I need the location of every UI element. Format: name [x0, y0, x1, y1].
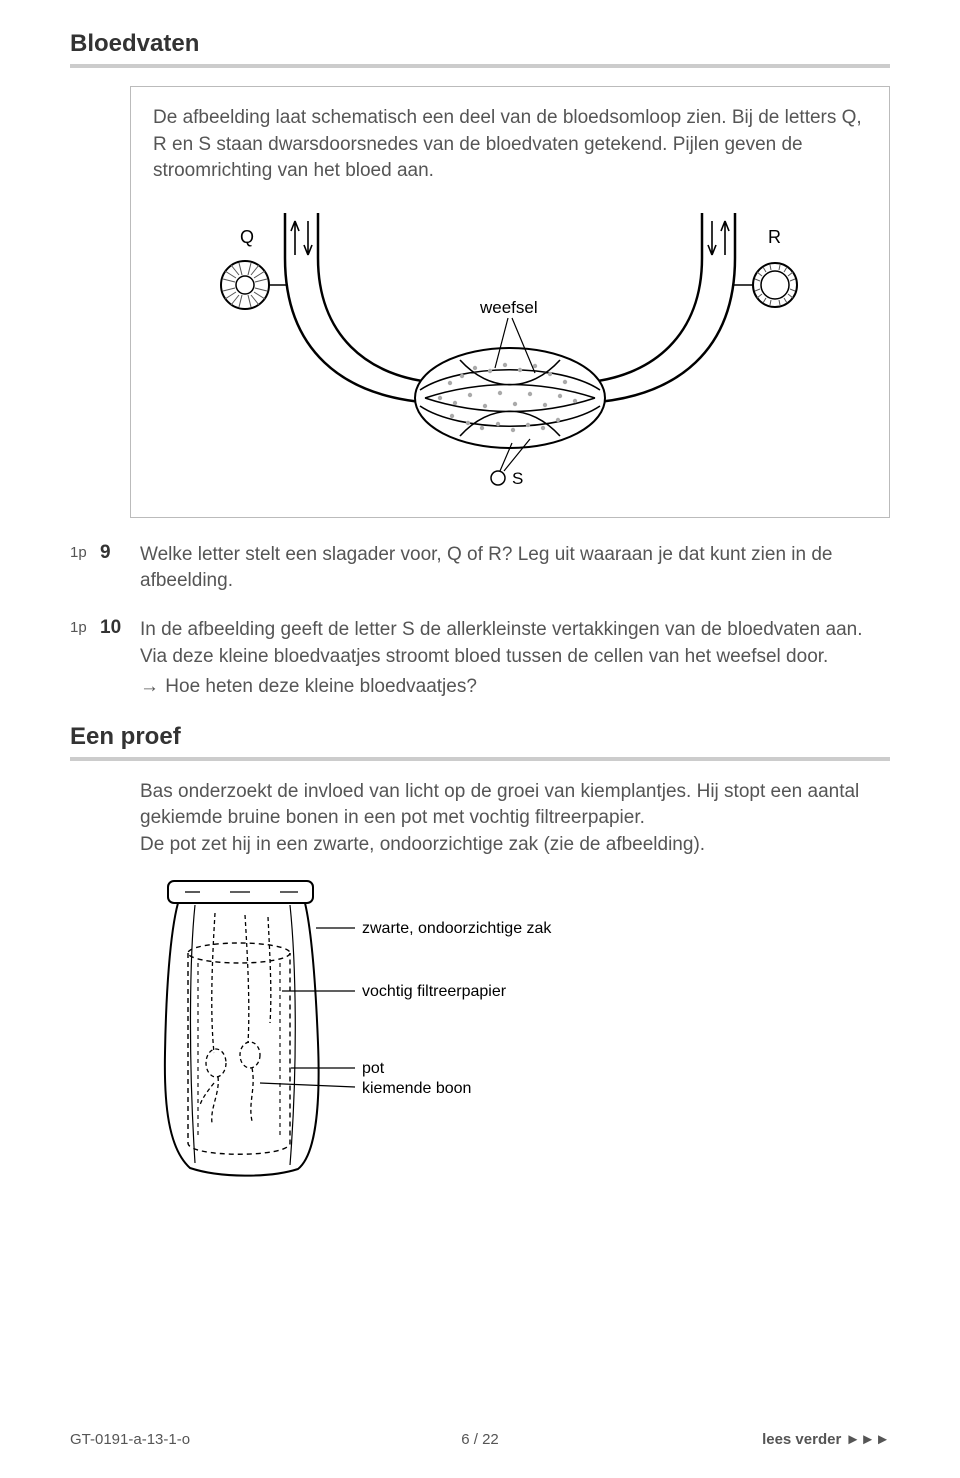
- label-bean: kiemende boon: [362, 1080, 471, 1097]
- experiment-diagram: zwarte, ondoorzichtige zak vochtig filtr…: [140, 873, 890, 1183]
- label-bag: zwarte, ondoorzichtige zak: [362, 920, 552, 937]
- section-1-title: Bloedvaten: [70, 30, 890, 58]
- question-number: 10: [100, 617, 140, 639]
- question-points: 1p: [70, 617, 100, 636]
- question-number: 9: [100, 542, 140, 564]
- question-10: 1p 10 In de afbeelding geeft de letter S…: [70, 617, 890, 701]
- question-body: In de afbeelding geeft de letter S de al…: [140, 617, 890, 701]
- footer-continue: lees verder ►►►: [762, 1431, 890, 1448]
- page: Bloedvaten De afbeelding laat schematisc…: [0, 0, 960, 1478]
- question-points: 1p: [70, 542, 100, 561]
- intro-box: De afbeelding laat schematisch een deel …: [130, 86, 890, 518]
- label-S: S: [512, 469, 523, 488]
- label-paper: vochtig filtreerpapier: [362, 983, 507, 1000]
- intro-text: De afbeelding laat schematisch een deel …: [153, 105, 867, 185]
- question-9: 1p 9 Welke letter stelt een slagader voo…: [70, 542, 890, 595]
- footer-doc-id: GT-0191-a-13-1-o: [70, 1431, 190, 1448]
- blood-vessel-diagram: Q: [153, 203, 867, 503]
- page-footer: GT-0191-a-13-1-o 6 / 22 lees verder ►►►: [70, 1431, 890, 1448]
- label-R: R: [768, 227, 781, 247]
- question-text: Welke letter stelt een slagader voor, Q …: [140, 542, 890, 595]
- label-Q: Q: [240, 227, 254, 247]
- section-underline: [70, 64, 890, 68]
- section-underline: [70, 757, 890, 761]
- question-arrow-text: Hoe heten deze kleine bloedvaatjes?: [165, 676, 477, 697]
- arrow-icon: →: [140, 674, 160, 701]
- section-2-intro: Bas onderzoekt de invloed van licht op d…: [140, 779, 890, 859]
- label-weefsel: weefsel: [479, 298, 538, 317]
- question-text: In de afbeelding geeft de letter S de al…: [140, 619, 863, 667]
- footer-page-number: 6 / 22: [461, 1431, 499, 1448]
- label-pot: pot: [362, 1060, 385, 1077]
- section-2-title: Een proef: [70, 723, 890, 751]
